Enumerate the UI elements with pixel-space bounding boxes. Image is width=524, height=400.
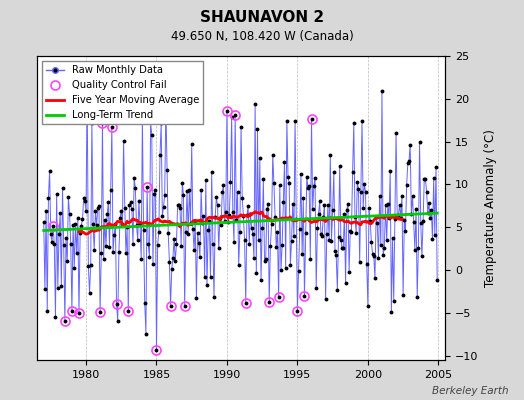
- Y-axis label: Temperature Anomaly (°C): Temperature Anomaly (°C): [484, 129, 497, 287]
- Legend: Raw Monthly Data, Quality Control Fail, Five Year Moving Average, Long-Term Tren: Raw Monthly Data, Quality Control Fail, …: [42, 61, 203, 124]
- Text: Berkeley Earth: Berkeley Earth: [432, 386, 508, 396]
- Text: SHAUNAVON 2: SHAUNAVON 2: [200, 10, 324, 25]
- Text: 49.650 N, 108.420 W (Canada): 49.650 N, 108.420 W (Canada): [171, 30, 353, 43]
